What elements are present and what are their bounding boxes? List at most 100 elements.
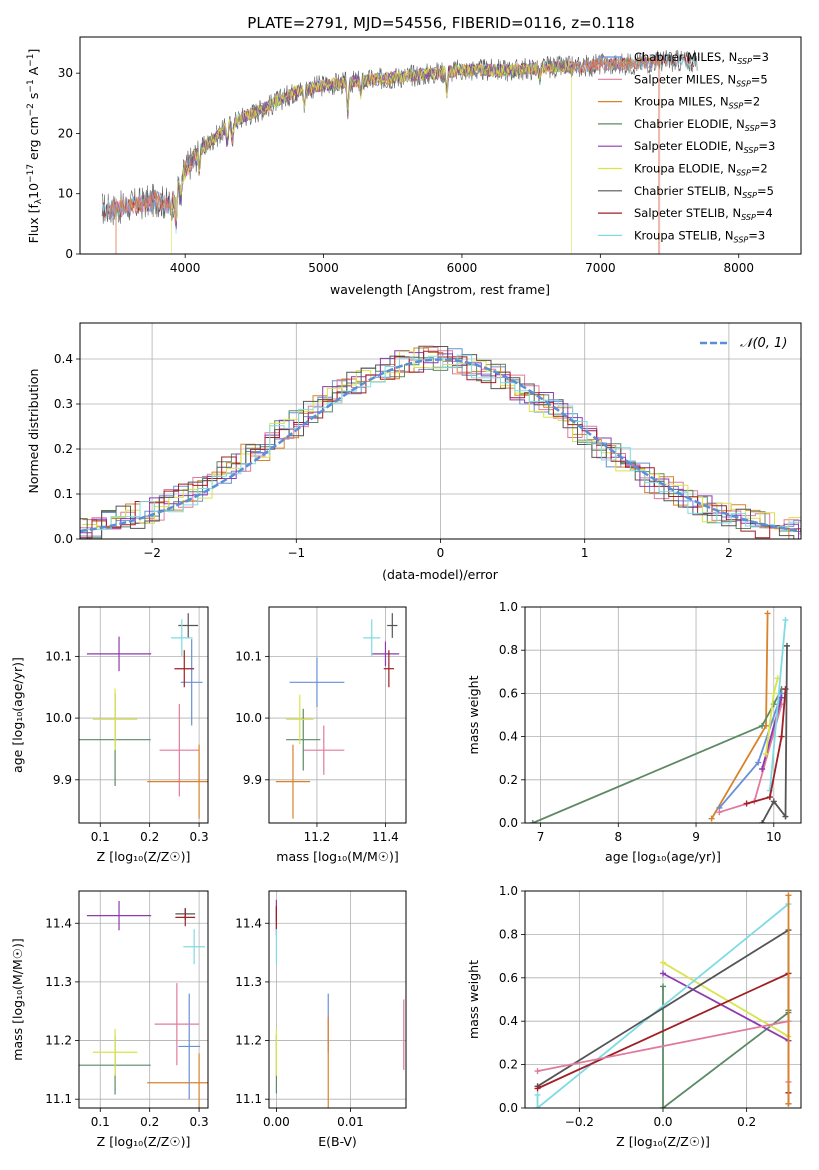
panel-grid: [269, 607, 406, 823]
residual-y-tick-label: 0.1: [54, 487, 73, 501]
panel-y-tick-label: 10.1: [235, 649, 262, 663]
spectrum-y-label-part: ]: [26, 49, 41, 54]
panel-y-tick-label: 11.3: [235, 975, 262, 989]
panel-y-tick-label: 0.0: [499, 1101, 518, 1115]
panel-marks: [79, 900, 208, 1108]
legend-nssp-value: =3: [758, 139, 775, 153]
weight-point-marker: [743, 800, 750, 807]
panel-axes-frame: [268, 890, 407, 1109]
weight-point-marker: [708, 815, 715, 822]
residual-x-tick-label: −2: [143, 546, 161, 560]
residual-legend: 𝒩(0, 1): [700, 336, 787, 351]
weight-point-marker: [766, 794, 773, 801]
panel-axes-frame: [78, 606, 209, 824]
panel-grid: [269, 891, 406, 1108]
weight-point-marker: [755, 759, 762, 766]
spectrum-series-line: [171, 60, 573, 230]
legend-nssp-value: =5: [757, 184, 774, 198]
panel-x-tick-label: 0.00: [263, 1115, 290, 1129]
panel-y-label: mass weight: [466, 675, 481, 754]
spectrum-x-tick-label: 4000: [170, 261, 201, 275]
weight-point-marker: [785, 1100, 792, 1107]
panel-x-tick-label: 0.2: [737, 1115, 756, 1129]
weight-point-marker: [782, 686, 789, 693]
weight-point-marker: [534, 1068, 541, 1075]
weight-point-marker: [784, 642, 791, 649]
panel-x-tick-label: 0.2: [140, 1115, 159, 1129]
spectrum-series-line: [101, 54, 697, 234]
legend-nssp-sub: SSP: [742, 191, 757, 200]
mass-vs-ebv-panel: 0.00 0.01 11.1 11.2 11.3 11.4 E(B-V): [235, 890, 407, 1149]
panel-y-label: age [log₁₀(age/yr)]: [10, 657, 25, 773]
weight-series-line: [761, 697, 783, 770]
spectrum-series-line: [108, 56, 661, 254]
residual-x-tick-label: 2: [725, 546, 733, 560]
panel-marks: [275, 899, 405, 1108]
panel-y-tick-label: 9.9: [243, 773, 262, 787]
panel-x-label: mass [log₁₀(M/M☉)]: [276, 849, 398, 864]
spectrum-panel: PLATE=2791, MJD=54556, FIBERID=0116, z=0…: [26, 14, 802, 297]
panel-y-tick-label: 11.1: [45, 1092, 72, 1106]
weight-point-marker: [660, 983, 666, 990]
panel-x-label: Z [log₁₀(Z/Z☉)]: [616, 1134, 710, 1149]
panel-x-tick-label: −0.2: [565, 1115, 594, 1129]
residual-x-tick-label: −1: [287, 546, 305, 560]
weight-point-marker: [759, 820, 766, 823]
panel-x-tick-label: 7: [537, 830, 545, 844]
normal-distribution-curve: [80, 358, 801, 533]
weight-point-marker: [764, 610, 771, 617]
spectrum-y-tick-label: 10: [58, 187, 73, 201]
panel-y-label: mass [log₁₀(M/M☉)]: [10, 938, 25, 1060]
legend-series-name: Salpeter ELODIE, N: [634, 139, 744, 153]
panel-y-tick-label: 1.0: [499, 884, 518, 898]
weight-point-marker: [770, 690, 777, 697]
weight-point-marker: [770, 798, 777, 805]
panel-grid: [79, 891, 208, 1108]
panel-y-tick-label: 0.6: [499, 686, 518, 700]
residual-histogram-step: [80, 348, 801, 537]
spectrum-y-label-part: 10: [26, 183, 41, 199]
spectrum-legend-label: Chabrier STELIB, NSSP=5: [634, 184, 774, 200]
panel-grid: [79, 607, 208, 823]
panel-y-tick-label: 0.4: [499, 730, 518, 744]
panel-x-label: E(B-V): [318, 1134, 357, 1149]
panel-x-tick-label: 10: [766, 830, 781, 844]
spectrum-y-label-part: s: [26, 93, 41, 104]
legend-nssp-sub: SSP: [729, 102, 744, 111]
legend-series-name: Kroupa ELODIE, N: [634, 162, 736, 176]
spectrum-y-label-part: erg cm: [26, 116, 41, 164]
panel-axes-frame: [78, 890, 209, 1109]
spectrum-legend-label: Kroupa STELIB, NSSP=3: [634, 228, 765, 244]
panel-y-tick-label: 11.2: [235, 1034, 262, 1048]
spectrum-y-label-part: −1: [26, 54, 36, 67]
spectrum-series-line: [171, 60, 573, 254]
weight-point-marker: [529, 820, 536, 823]
spectrum-y-label: Flux [fλ10−17 erg cm−2 s−1 A−1]: [26, 49, 44, 244]
panel-x-tick-label: 8: [614, 830, 622, 844]
spectrum-legend-label: Salpeter STELIB, NSSP=4: [634, 206, 773, 222]
legend-nssp-sub: SSP: [737, 57, 752, 66]
spectrum-x-label: wavelength [Angstrom, rest frame]: [330, 282, 550, 297]
spectrum-y-label-part: −17: [26, 164, 36, 183]
age-vs-z-panel: 0.1 0.2 0.3 9.9 10.0 10.1 Z [log₁₀(Z/Z☉)] age […: [10, 606, 209, 864]
weight-point-marker: [785, 892, 792, 899]
panel-y-tick-label: 10.0: [45, 711, 72, 725]
weight-point-marker: [759, 722, 766, 729]
panel-y-tick-label: 0.2: [499, 1058, 518, 1072]
spectrum-axes-frame: [79, 36, 802, 255]
panel-grid: [525, 606, 801, 824]
panel-x-tick-label: 11.4: [372, 830, 399, 844]
weight-point-marker: [716, 809, 723, 816]
panel-x-label: age [log₁₀(age/yr)]: [605, 849, 721, 864]
residual-y-label: Normed distribution: [26, 369, 41, 494]
spectrum-legend-label: Kroupa ELODIE, NSSP=2: [634, 162, 768, 178]
panel-x-tick-label: 0.0: [653, 1115, 672, 1129]
panel-x-label: Z [log₁₀(Z/Z☉)]: [97, 1134, 191, 1149]
panel-y-tick-label: 0.4: [499, 1014, 518, 1028]
panel-x-label: Z [log₁₀(Z/Z☉)]: [97, 849, 191, 864]
weight-point-marker: [534, 1091, 541, 1098]
panel-y-tick-label: 11.4: [235, 916, 262, 930]
residual-y-tick-label: 0.4: [54, 352, 73, 366]
weight-series-line: [761, 645, 788, 823]
